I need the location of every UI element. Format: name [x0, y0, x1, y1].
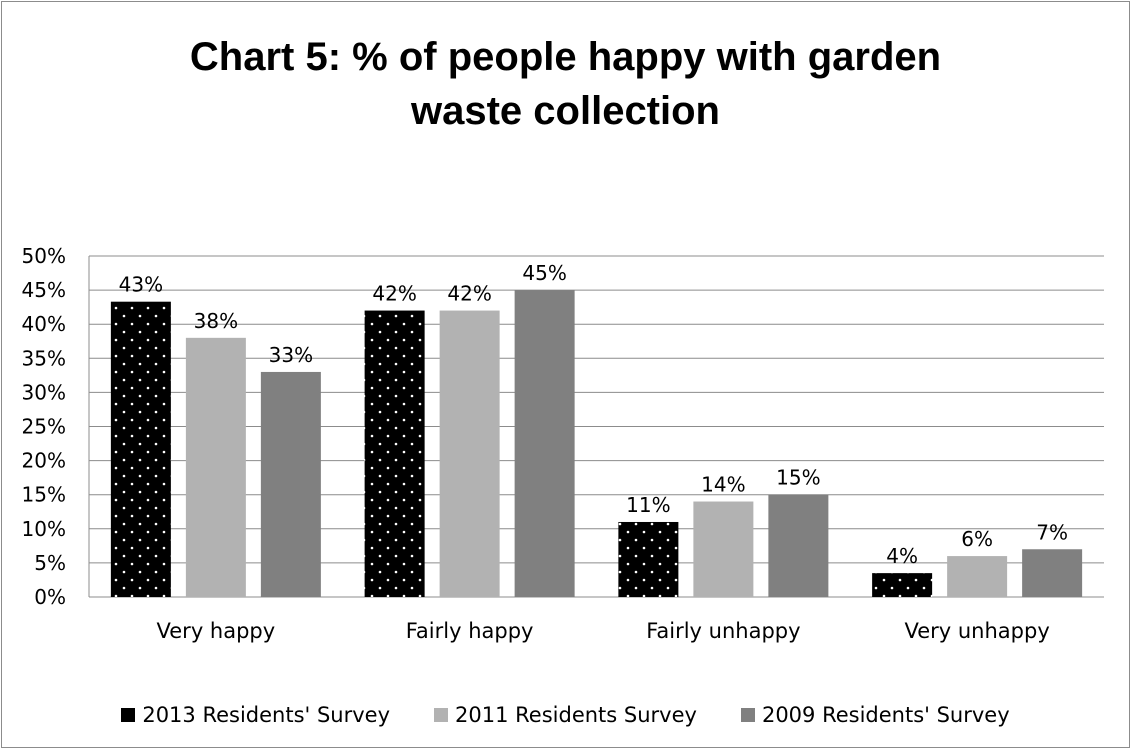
data-label: 15% — [776, 466, 820, 490]
y-tick-label: 15% — [22, 483, 66, 507]
data-label: 6% — [961, 527, 993, 551]
data-label: 14% — [701, 473, 745, 497]
legend-item-2011: 2011 Residents Survey — [434, 703, 697, 727]
legend-label-2013: 2013 Residents' Survey — [142, 703, 391, 727]
y-tick-label: 25% — [22, 415, 66, 439]
x-category-label: Very unhappy — [904, 619, 1049, 643]
bar — [110, 301, 171, 597]
legend-item-2013: 2013 Residents' Survey — [121, 703, 390, 727]
data-label: 45% — [522, 261, 566, 285]
bar — [364, 310, 425, 597]
x-category-label: Fairly unhappy — [646, 619, 800, 643]
y-tick-label: 50% — [22, 244, 66, 268]
chart-title-line-1: Chart 5: % of people happy with garden — [189, 35, 942, 79]
legend-label-2009: 2009 Residents' Survey — [761, 703, 1010, 727]
y-tick-label: 10% — [22, 517, 66, 541]
y-tick-label: 30% — [22, 380, 66, 404]
bar — [185, 337, 246, 597]
y-tick-label: 35% — [22, 346, 66, 370]
bar — [618, 521, 679, 597]
legend-label-2011: 2011 Residents Survey — [455, 703, 697, 727]
y-tick-label: 45% — [22, 278, 66, 302]
data-label: 33% — [269, 343, 313, 367]
bar — [872, 573, 933, 597]
legend-swatch-2011 — [434, 708, 449, 722]
chart-title-line-2: waste collection — [411, 89, 720, 133]
bar — [1022, 549, 1083, 597]
bar — [439, 310, 500, 597]
legend: 2013 Residents' Survey 2011 Residents Su… — [0, 697, 1131, 733]
y-tick-label: 40% — [22, 312, 66, 336]
chart-title: Chart 5: % of people happy with garden w… — [0, 30, 1131, 138]
bars — [110, 290, 1083, 597]
data-labels: 43% 38% 33% 42% 42% 45% 11% 14% 15% 4% 6% 7% — [119, 261, 1068, 568]
data-label: 42% — [372, 282, 416, 306]
data-label: 43% — [119, 273, 163, 297]
data-label: 4% — [886, 544, 918, 568]
y-tick-label: 20% — [22, 449, 66, 473]
data-label: 11% — [626, 493, 670, 517]
x-category-label: Very happy — [157, 619, 276, 643]
y-tick-label: 0% — [34, 585, 66, 609]
data-label: 42% — [447, 282, 491, 306]
x-axis-categories: Very happy Fairly happy Fairly unhappy Very… — [157, 619, 1050, 643]
bar — [693, 501, 754, 597]
data-label: 38% — [194, 309, 238, 333]
bar — [514, 290, 575, 597]
bar — [768, 494, 829, 597]
x-category-label: Fairly happy — [406, 619, 534, 643]
y-axis-ticks: 0% 5% 10% 15% 20% 25% 30% 35% 40% 45% 50% — [22, 244, 66, 609]
gridlines — [88, 255, 1104, 598]
data-label: 7% — [1036, 520, 1068, 544]
bar — [260, 371, 321, 597]
legend-swatch-2009 — [740, 708, 755, 722]
legend-item-2009: 2009 Residents' Survey — [740, 703, 1010, 727]
y-tick-label: 5% — [34, 551, 66, 575]
bar — [947, 556, 1008, 597]
legend-swatch-2013 — [121, 708, 136, 722]
